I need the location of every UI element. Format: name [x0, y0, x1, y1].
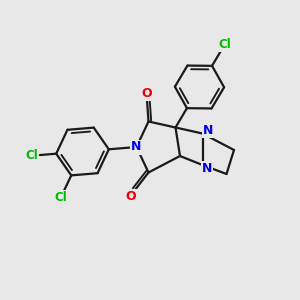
- Text: O: O: [142, 87, 152, 100]
- Text: Cl: Cl: [218, 38, 231, 51]
- Text: Cl: Cl: [54, 191, 67, 204]
- Text: N: N: [203, 124, 213, 137]
- Text: O: O: [125, 190, 136, 203]
- Text: N: N: [131, 140, 142, 154]
- Text: N: N: [202, 162, 212, 175]
- Text: Cl: Cl: [25, 149, 38, 162]
